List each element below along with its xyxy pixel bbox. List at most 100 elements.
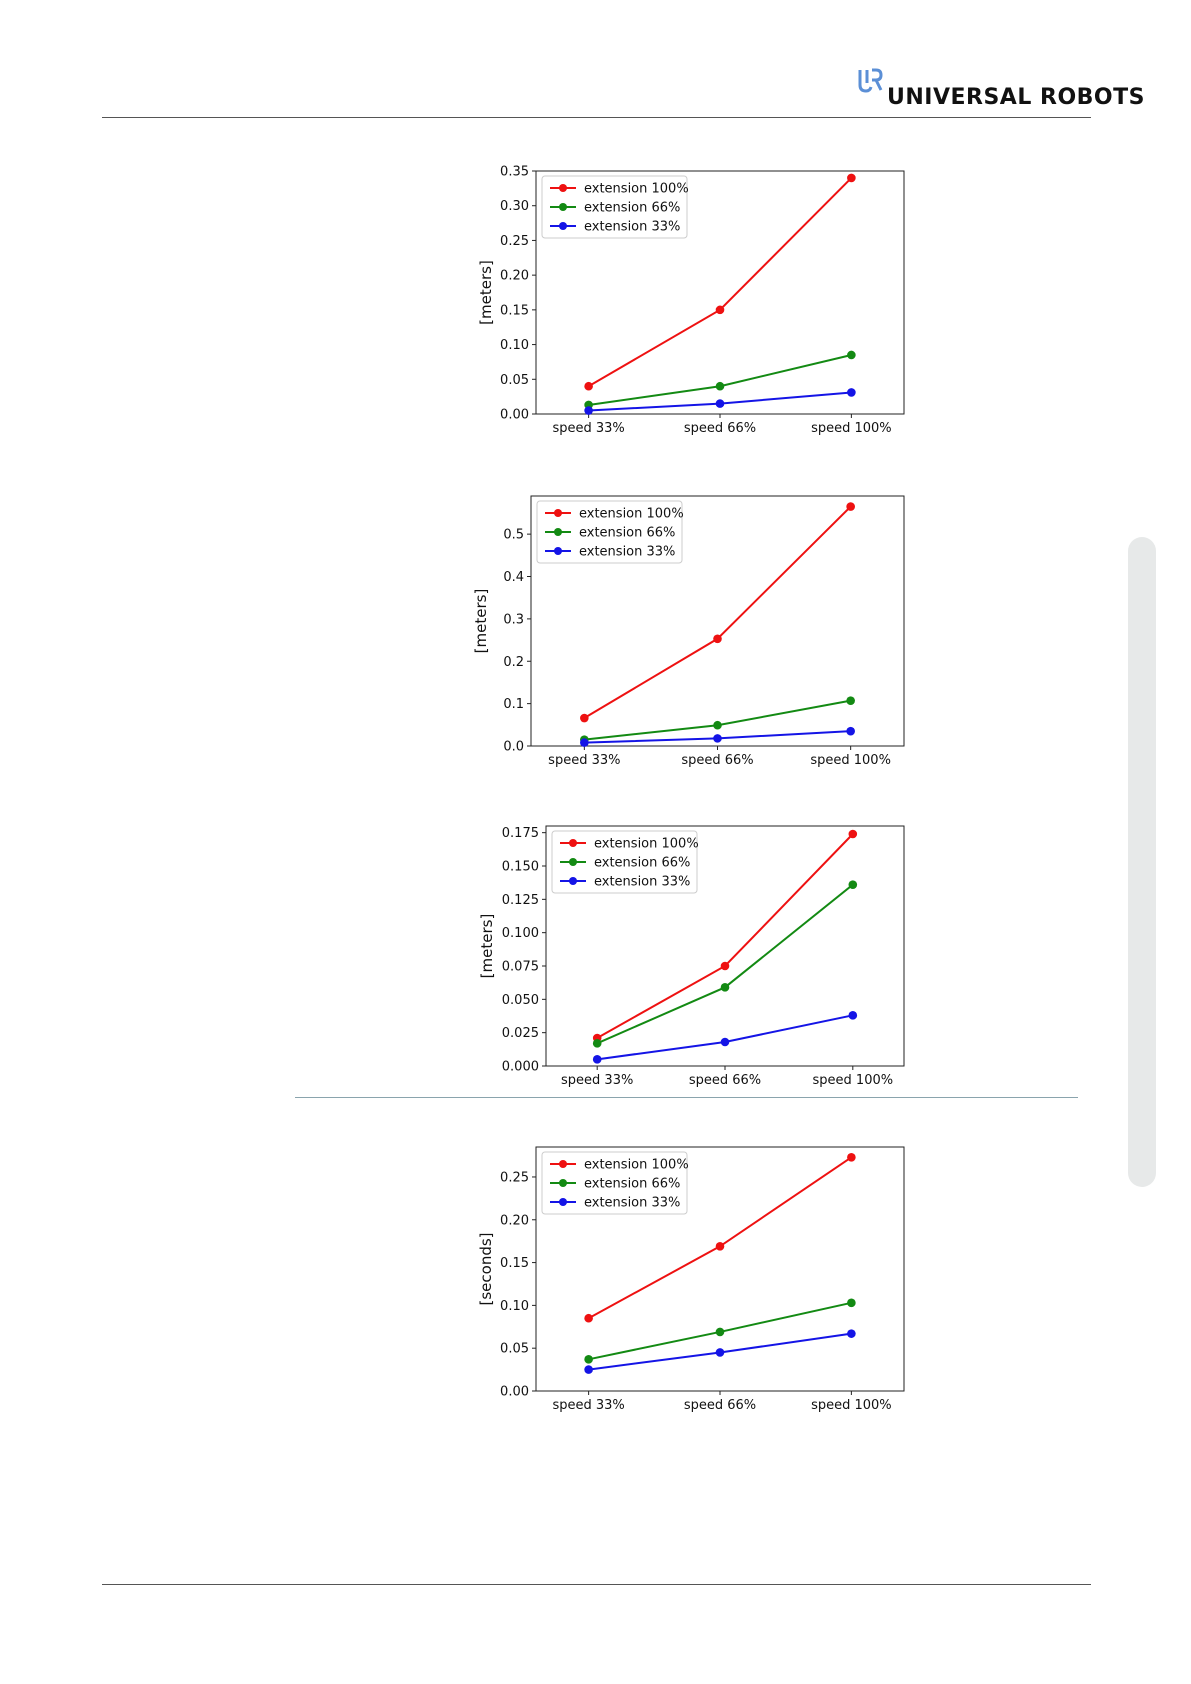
data-point [715,1242,725,1251]
y-tick-label: 0.25 [500,1170,529,1185]
y-tick-label: 0.2 [503,655,524,670]
y-tick-label: 0.100 [502,926,539,941]
data-point [847,1298,856,1308]
legend-marker [554,547,562,555]
data-point [846,696,855,705]
legend-marker [554,528,562,536]
y-tick-label: 0.175 [502,826,539,841]
legend-box [536,500,683,564]
y-tick-label: 0.10 [500,1299,529,1314]
data-point [848,829,858,839]
legend-marker [559,184,567,192]
x-tick-label: speed 100% [810,753,891,768]
data-point [847,1152,856,1162]
x-tick-label: speed 33% [548,753,620,768]
x-tick-label: speed 66% [684,1398,756,1413]
x-tick-label: speed 100% [811,421,892,436]
y-tick-label: 0.20 [500,1213,529,1228]
brand-logo: UNIVERSAL ROBOTS [857,68,1144,118]
data-point [584,1355,593,1364]
data-point [848,1011,858,1020]
legend-marker [569,839,577,847]
data-point [584,1365,593,1374]
data-point [592,1039,602,1048]
legend-label: extension 100% [594,837,699,852]
x-tick-label: speed 100% [813,1073,894,1088]
y-tick-label: 0.050 [502,993,539,1008]
data-point [592,1055,602,1064]
data-point [720,983,730,992]
y-tick-label: 0.5 [503,528,524,543]
data-point [715,1348,725,1357]
legend-marker [569,858,577,866]
legend-label: extension 100% [584,1158,689,1173]
y-tick-label: 0.150 [502,860,539,875]
legend-label: extension 33% [594,875,690,890]
data-point [580,713,589,723]
y-tick-label: 0.000 [502,1060,539,1075]
y-tick-label: 0.15 [500,1256,529,1271]
y-tick-label: 0.35 [500,165,529,180]
legend: extension 100% extension 66% extension 33% [541,175,689,239]
legend-marker [559,203,567,211]
side-tab [1128,537,1156,1187]
legend-box [541,1151,688,1215]
x-tick-label: speed 33% [552,1398,624,1413]
y-tick-label: 0.075 [502,960,539,975]
legend: extension 100% extension 66% extension 33% [551,830,699,894]
chart-2: 0.0 0.1 0.2 0.3 0.4 0.5 speed 33% speed 66% spee… [472,495,905,768]
y-tick-label: 0.4 [503,570,524,585]
x-tick-label: speed 66% [684,421,756,436]
data-point [720,1037,730,1047]
x-tick-label: speed 100% [811,1398,892,1413]
data-point [847,1329,856,1338]
y-tick-label: 0.15 [500,303,529,318]
data-point [715,1327,725,1337]
legend-box [541,175,688,239]
legend-label: extension 66% [579,526,675,541]
legend-label: extension 33% [584,1196,680,1211]
legend: extension 100% extension 66% extension 33% [541,1151,689,1215]
data-point [584,1313,593,1323]
y-tick-label: 0.30 [500,199,529,214]
y-tick-label: 0.00 [500,408,529,423]
section-divider [295,1097,1078,1098]
legend-marker [559,222,567,230]
legend-label: extension 66% [584,1177,680,1192]
ur-logo-icon [858,68,883,93]
legend-marker [559,1160,567,1168]
legend-marker [554,509,562,517]
data-point [846,502,855,511]
y-tick-label: 0.0 [503,740,524,755]
data-point [847,350,856,360]
data-point [715,381,725,391]
legend-label: extension 100% [584,182,689,197]
data-point [584,406,593,415]
legend-marker [559,1198,567,1206]
y-tick-label: 0.1 [503,697,524,712]
chart-4: 0.00 0.05 0.10 0.15 0.20 0.25 speed 33% speed 6… [477,1146,905,1413]
data-point [713,720,722,730]
data-point [847,388,856,397]
y-axis-label: [meters] [477,260,495,325]
legend-label: extension 33% [579,545,675,560]
x-tick-label: speed 66% [689,1073,761,1088]
legend-label: extension 66% [594,856,690,871]
y-axis-label: [seconds] [477,1232,495,1305]
legend-marker [569,877,577,885]
data-point [848,880,858,889]
y-tick-label: 0.25 [500,234,529,249]
data-point [580,738,589,747]
data-point [720,961,730,971]
y-tick-label: 0.10 [500,338,529,353]
data-point [713,634,722,644]
data-point [584,381,593,391]
legend-marker [559,1179,567,1187]
chart-1: 0.00 0.05 0.10 0.15 0.20 0.25 0.30 0.35 speed 33… [477,165,905,436]
y-axis-label: [meters] [478,914,496,979]
x-tick-label: speed 33% [552,421,624,436]
legend: extension 100% extension 66% extension 33% [536,500,684,564]
y-tick-label: 0.025 [502,1026,539,1041]
header-divider [102,117,1091,118]
brand-name: UNIVERSAL ROBOTS [887,85,1145,110]
